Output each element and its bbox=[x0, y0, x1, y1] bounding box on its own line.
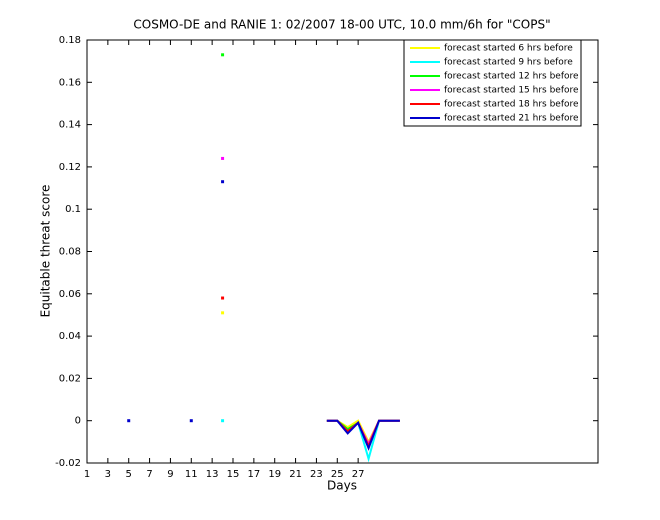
x-tick-label: 13 bbox=[206, 469, 219, 480]
x-tick-label: 3 bbox=[105, 469, 111, 480]
legend-label: forecast started 9 hrs before bbox=[444, 58, 573, 68]
y-tick-label: 0.14 bbox=[59, 120, 81, 131]
data-point bbox=[127, 419, 131, 423]
y-tick-label: 0.08 bbox=[59, 247, 81, 258]
x-tick-label: 15 bbox=[227, 469, 240, 480]
legend-label: forecast started 21 hrs before bbox=[444, 114, 579, 124]
x-tick-label: 7 bbox=[146, 469, 152, 480]
y-tick-label: -0.02 bbox=[55, 458, 81, 469]
y-tick-label: 0.1 bbox=[65, 204, 81, 215]
y-axis-label: Equitable threat score bbox=[39, 185, 53, 318]
data-point bbox=[221, 53, 225, 57]
series-line bbox=[326, 419, 400, 451]
x-tick-label: 17 bbox=[247, 469, 260, 480]
x-tick-label: 23 bbox=[310, 469, 323, 480]
data-point bbox=[221, 419, 225, 423]
legend-label: forecast started 12 hrs before bbox=[444, 72, 579, 82]
x-tick-label: 11 bbox=[185, 469, 198, 480]
y-tick-label: 0 bbox=[75, 416, 81, 427]
data-point bbox=[221, 311, 225, 315]
y-tick-label: 0.04 bbox=[59, 331, 81, 342]
y-tick-label: 0.16 bbox=[59, 77, 81, 88]
x-axis-label: Days bbox=[327, 479, 357, 493]
y-tick-label: 0.12 bbox=[59, 162, 81, 173]
data-point bbox=[221, 296, 225, 300]
x-tick-label: 1 bbox=[84, 469, 90, 480]
y-tick-label: 0.02 bbox=[59, 373, 81, 384]
legend-label: forecast started 6 hrs before bbox=[444, 44, 573, 54]
x-tick-label: 19 bbox=[268, 469, 281, 480]
legend-label: forecast started 15 hrs before bbox=[444, 86, 579, 96]
x-tick-label: 27 bbox=[352, 469, 365, 480]
data-point bbox=[221, 180, 225, 184]
legend-box bbox=[403, 39, 582, 127]
y-tick-label: 0.06 bbox=[59, 289, 81, 300]
data-point bbox=[189, 419, 193, 423]
y-tick-label: 0.18 bbox=[59, 35, 81, 46]
x-tick-label: 5 bbox=[126, 469, 132, 480]
x-tick-label: 9 bbox=[167, 469, 173, 480]
data-point bbox=[221, 156, 225, 160]
x-tick-label: 25 bbox=[331, 469, 344, 480]
legend-label: forecast started 18 hrs before bbox=[444, 100, 579, 110]
chart-title: COSMO-DE and RANIE 1: 02/2007 18-00 UTC,… bbox=[133, 18, 550, 32]
x-tick-label: 21 bbox=[289, 469, 302, 480]
